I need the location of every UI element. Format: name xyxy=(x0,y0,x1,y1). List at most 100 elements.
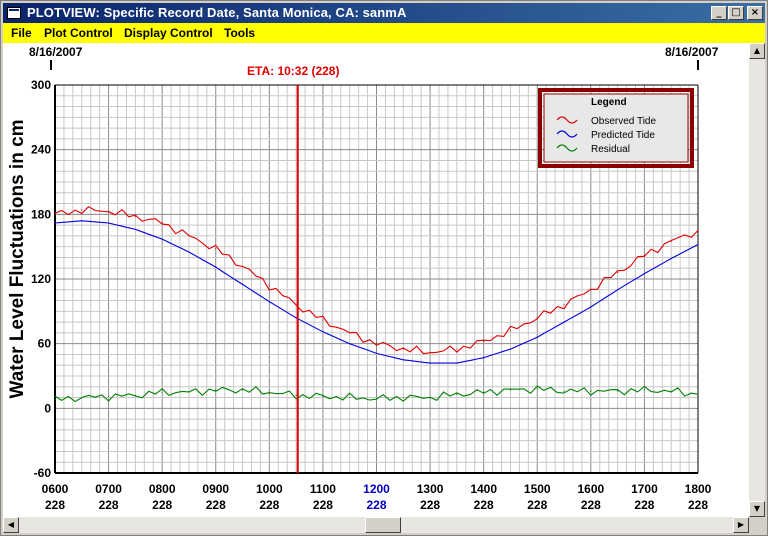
legend-swatch-predicted-tide xyxy=(556,130,578,138)
data-point xyxy=(643,254,646,256)
y-tick-label: 180 xyxy=(31,207,51,221)
data-point xyxy=(268,391,270,393)
x-tick-time-label: 0600 xyxy=(42,482,69,496)
x-tick-day-label: 228 xyxy=(581,498,601,512)
close-button[interactable]: × xyxy=(747,6,763,20)
menu-file[interactable]: File xyxy=(11,26,32,40)
legend-swatch-residual xyxy=(556,144,578,152)
scrollbar-corner xyxy=(749,517,765,533)
data-point xyxy=(107,210,110,212)
data-point xyxy=(456,362,458,364)
legend-frame xyxy=(538,88,694,168)
x-tick-time-label: 1100 xyxy=(310,482,336,496)
x-tick-time-label: 1600 xyxy=(577,482,604,496)
chart-series xyxy=(54,206,699,403)
x-tick-time-label: 0900 xyxy=(202,482,229,496)
vertical-scrollbar[interactable]: ▲ ▼ xyxy=(749,43,765,517)
data-point xyxy=(456,348,458,350)
data-point xyxy=(81,209,83,211)
x-tick-day-label: 228 xyxy=(259,498,279,512)
data-point xyxy=(590,390,592,392)
data-point xyxy=(617,289,619,291)
data-point xyxy=(697,393,699,395)
minimize-button[interactable]: _ xyxy=(711,6,727,20)
tide-chart: 8/16/2007 8/16/2007 ETA: 10:32 (228) 300… xyxy=(7,45,719,512)
legend-entry-residual: Residual xyxy=(591,144,630,155)
data-point xyxy=(295,304,297,306)
menu-tools[interactable]: Tools xyxy=(224,26,256,40)
data-point xyxy=(107,222,110,224)
legend-title: Legend xyxy=(591,97,627,108)
scroll-right-button[interactable]: ▶ xyxy=(733,517,749,533)
y-tick-label: 0 xyxy=(44,401,51,415)
horizontal-scroll-thumb[interactable] xyxy=(365,517,401,533)
x-tick-day-label: 228 xyxy=(366,498,386,512)
y-tick-label: 60 xyxy=(38,337,52,351)
data-point xyxy=(295,317,297,319)
y-axis-label: Water Level Fluctuations in cm xyxy=(7,119,28,398)
data-point xyxy=(161,222,163,224)
data-point xyxy=(188,235,190,237)
app-icon xyxy=(7,7,21,19)
y-tick-label: 120 xyxy=(31,272,51,286)
data-point xyxy=(643,273,646,275)
x-tick-time-label: 1700 xyxy=(631,482,658,496)
data-point xyxy=(349,332,351,334)
legend: Legend Observed Tide Predicted Tide Residu… xyxy=(538,88,694,168)
x-tick-day-label: 228 xyxy=(634,498,654,512)
data-point xyxy=(54,399,56,401)
data-point xyxy=(536,317,538,319)
data-point xyxy=(536,336,538,338)
legend-background xyxy=(543,93,689,163)
scroll-down-button[interactable]: ▼ xyxy=(749,501,765,517)
data-point xyxy=(295,394,297,396)
data-point xyxy=(268,284,270,287)
data-point xyxy=(402,359,404,361)
x-tick-day-label: 228 xyxy=(99,498,119,512)
data-point xyxy=(54,222,56,224)
data-point xyxy=(617,390,619,392)
data-point xyxy=(215,389,217,391)
legend-entry-predicted-tide: Predicted Tide xyxy=(591,130,655,141)
scroll-left-button[interactable]: ◀ xyxy=(3,517,19,533)
data-point xyxy=(509,348,512,350)
data-point xyxy=(456,393,458,395)
data-point xyxy=(402,396,404,399)
data-point xyxy=(107,395,110,398)
data-point xyxy=(483,340,485,343)
x-tick-day-label: 228 xyxy=(474,498,494,512)
legend-swatch-observed-tide xyxy=(556,116,578,124)
horizontal-scrollbar[interactable]: ◀ ▶ xyxy=(3,517,749,533)
x-tick-time-label: 1800 xyxy=(685,482,712,496)
x-tick-day-label: 228 xyxy=(152,498,172,512)
scroll-up-button[interactable]: ▲ xyxy=(749,43,765,59)
data-point xyxy=(429,351,431,353)
menu-display-control[interactable]: Display Control xyxy=(124,26,213,40)
x-tick-labels: 0600 228 0700 228 0800 228 0900 228 1000 228 1100 2… xyxy=(42,482,712,512)
x-tick-day-label: 228 xyxy=(45,498,65,512)
data-point xyxy=(483,391,485,393)
data-point xyxy=(54,213,56,215)
chart-axes xyxy=(54,84,699,474)
x-tick-time-label: 1500 xyxy=(524,482,551,496)
data-point xyxy=(81,220,83,222)
data-point xyxy=(590,289,592,291)
menu-plot-control[interactable]: Plot Control xyxy=(44,26,113,40)
title-bar[interactable]: PLOTVIEW: Specific Record Date, Santa Mo… xyxy=(3,3,765,23)
data-point xyxy=(268,301,270,303)
plot-area: 8/16/2007 8/16/2007 ETA: 10:32 (228) 300… xyxy=(3,43,749,517)
data-point xyxy=(563,321,565,323)
maximize-button[interactable]: □ xyxy=(728,6,744,20)
data-point xyxy=(563,304,565,306)
menu-bar: File Plot Control Display Control Tools xyxy=(3,23,765,43)
data-point xyxy=(429,362,431,364)
data-point xyxy=(134,228,136,231)
x-tick-day-label: 228 xyxy=(313,498,333,512)
x-tick-day-label: 228 xyxy=(688,498,708,512)
data-point xyxy=(81,396,83,399)
data-point xyxy=(349,396,351,399)
data-point xyxy=(483,357,485,359)
data-point xyxy=(375,352,378,354)
data-point xyxy=(322,331,324,333)
